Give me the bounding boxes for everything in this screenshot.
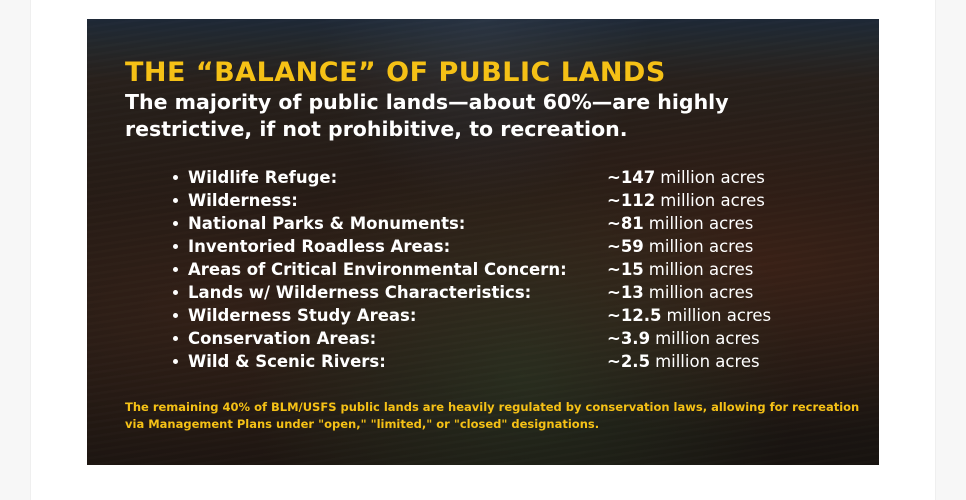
acreage-unit: million acres xyxy=(660,168,765,187)
acreage-unit: million acres xyxy=(655,329,760,348)
acreage-number: ~13 xyxy=(607,283,644,302)
infographic-title: THE “BALANCE” OF PUBLIC LANDS xyxy=(125,57,666,88)
category-acreage: ~15 million acres xyxy=(607,260,753,279)
category-acreage: ~3.9 million acres xyxy=(607,329,760,348)
acreage-number: ~2.5 xyxy=(607,352,651,371)
acreage-number: ~81 xyxy=(607,214,644,233)
category-label: Wilderness: xyxy=(188,191,298,210)
bullet-icon xyxy=(173,267,178,272)
acreage-number: ~3.9 xyxy=(607,329,651,348)
bullet-icon xyxy=(173,244,178,249)
acreage-number: ~112 xyxy=(607,191,656,210)
bullet-icon xyxy=(173,313,178,318)
acreage-unit: million acres xyxy=(648,214,754,233)
right-gutter xyxy=(935,0,966,500)
category-label: Wildlife Refuge: xyxy=(188,168,338,187)
acreage-unit: million acres xyxy=(666,306,772,325)
bullet-icon xyxy=(173,198,178,203)
acreage-unit: million acres xyxy=(655,352,760,371)
acreage-unit: million acres xyxy=(648,283,754,302)
footnote: The remaining 40% of BLM/USFS public lan… xyxy=(125,400,860,431)
infographic-card: THE “BALANCE” OF PUBLIC LANDS The majori… xyxy=(87,19,879,465)
category-acreage: ~112 million acres xyxy=(607,191,765,210)
infographic-subtitle: The majority of public lands—about 60%—a… xyxy=(125,90,729,141)
acreage-number: ~59 xyxy=(607,237,644,256)
acreage-unit: million acres xyxy=(648,237,754,256)
infographic-content: THE “BALANCE” OF PUBLIC LANDS The majori… xyxy=(87,19,879,465)
category-label: Areas of Critical Environmental Concern: xyxy=(188,260,567,279)
category-label: Inventoried Roadless Areas: xyxy=(188,237,451,256)
category-label: Conservation Areas: xyxy=(188,329,377,348)
category-label: Lands w/ Wilderness Characteristics: xyxy=(188,283,532,302)
category-acreage: ~2.5 million acres xyxy=(607,352,760,371)
bullet-icon xyxy=(173,175,178,180)
acreage-unit: million acres xyxy=(660,191,765,210)
category-label: Wilderness Study Areas: xyxy=(188,306,417,325)
category-acreage: ~13 million acres xyxy=(607,283,753,302)
bullet-icon xyxy=(173,359,178,364)
acreage-number: ~12.5 xyxy=(607,306,662,325)
bullet-icon xyxy=(173,336,178,341)
category-acreage: ~59 million acres xyxy=(607,237,753,256)
left-gutter xyxy=(0,0,31,500)
category-label: National Parks & Monuments: xyxy=(188,214,466,233)
category-acreage: ~12.5 million acres xyxy=(607,306,771,325)
bullet-icon xyxy=(173,221,178,226)
acreage-number: ~15 xyxy=(607,260,644,279)
acreage-unit: million acres xyxy=(648,260,754,279)
acreage-number: ~147 xyxy=(607,168,656,187)
category-label: Wild & Scenic Rivers: xyxy=(188,352,386,371)
category-acreage: ~147 million acres xyxy=(607,168,765,187)
category-acreage: ~81 million acres xyxy=(607,214,753,233)
bullet-icon xyxy=(173,290,178,295)
